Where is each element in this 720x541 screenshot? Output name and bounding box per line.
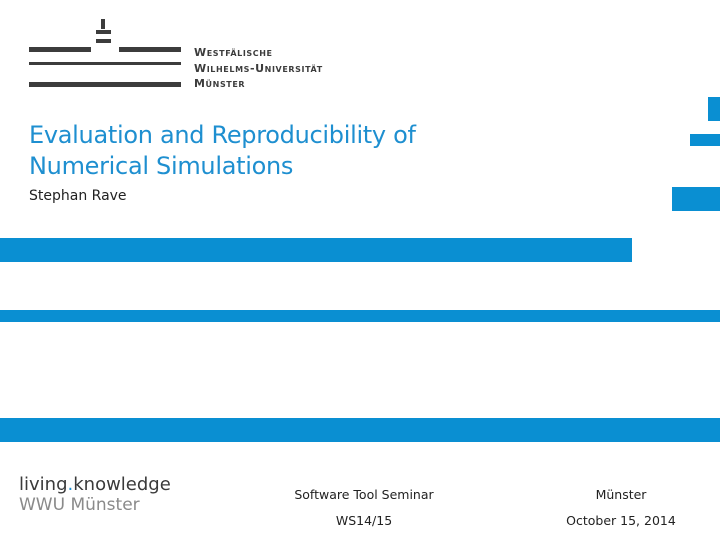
- slogan-dot: .: [67, 474, 74, 495]
- wwu-label: WWU Münster: [19, 495, 140, 515]
- decor-block-2: [690, 134, 720, 146]
- date: October 15, 2014: [566, 513, 676, 528]
- decor-bar-3: [0, 418, 720, 442]
- author-name: Stephan Rave: [29, 188, 127, 204]
- decor-block-3: [672, 187, 720, 211]
- semester: WS14/15: [335, 513, 393, 528]
- decor-block-1: [708, 97, 720, 121]
- slogan-right: knowledge: [73, 474, 171, 495]
- event-name: Software Tool Seminar: [294, 487, 434, 502]
- university-name-line3: Münster: [194, 77, 246, 90]
- slide-title: Evaluation and Reproducibility of Numeri…: [29, 120, 629, 182]
- university-logo-icon: [29, 19, 181, 87]
- university-name: Westfälische Wilhelms-Universität Münste…: [194, 45, 323, 92]
- decor-bar-1: [0, 238, 632, 262]
- slide-title-line2: Numerical Simulations: [29, 152, 294, 180]
- location: Münster: [595, 487, 647, 502]
- slogan-left: living: [19, 474, 68, 495]
- slide-title-line1: Evaluation and Reproducibility of: [29, 121, 416, 149]
- decor-bar-2: [0, 310, 720, 322]
- university-name-line2: Wilhelms-Universität: [194, 61, 323, 75]
- slogan: living.knowledge: [19, 474, 171, 496]
- university-name-line1: Westfälische: [194, 46, 273, 59]
